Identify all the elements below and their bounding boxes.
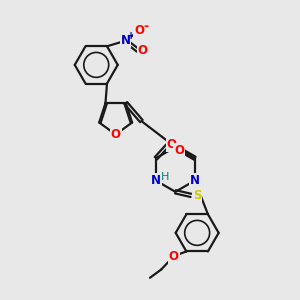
Text: -: - — [143, 20, 148, 33]
Text: N: N — [151, 174, 161, 187]
Text: O: O — [169, 250, 179, 263]
Text: O: O — [174, 144, 184, 157]
Text: N: N — [121, 34, 130, 47]
Text: H: H — [161, 172, 169, 182]
Text: O: O — [111, 128, 121, 141]
Text: +: + — [127, 31, 135, 41]
Text: O: O — [137, 44, 148, 57]
Text: O: O — [134, 24, 144, 37]
Text: O: O — [167, 138, 176, 151]
Text: S: S — [193, 189, 201, 202]
Text: N: N — [190, 174, 200, 187]
